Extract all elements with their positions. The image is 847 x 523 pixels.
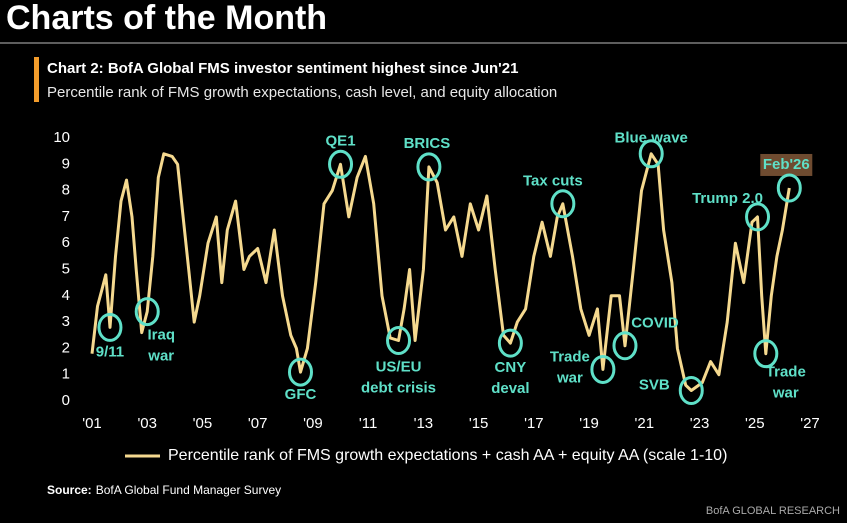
annotation-label: war [556,369,583,386]
annotation-label: COVID [631,315,679,332]
annotation-box [760,153,813,176]
y-tick-label: 2 [62,339,70,356]
chart-subtitle: Percentile rank of FMS growth expectatio… [47,84,557,101]
annotation-circle [97,312,123,342]
source: Source: BofA Global Fund Manager Survey [47,483,281,497]
annotation-circle [328,149,354,179]
annotation-label: QE1 [326,132,356,149]
annotation-circle [550,189,576,219]
annotation-label: Tax cuts [523,173,583,190]
annotation-circle [612,331,638,361]
x-tick-label: '23 [690,415,710,432]
x-tick-label: '01 [82,415,102,432]
annotation-circle [776,173,802,203]
annotation-label: Trump 2.0 [692,190,763,207]
annotation-circle [134,297,160,327]
annotation-label: Trade [766,364,806,381]
accent-bar [34,57,39,102]
x-tick-label: '03 [137,415,157,432]
y-tick-label: 5 [62,260,70,277]
source-label: Source: [47,483,92,497]
annotation-circle [753,339,779,369]
y-tick-label: 4 [62,287,70,304]
x-tick-label: '09 [303,415,323,432]
x-tick-label: '11 [359,415,377,432]
x-tick-label: '15 [469,415,489,432]
x-tick-label: '25 [745,415,765,432]
brand: BofA GLOBAL RESEARCH [706,505,840,517]
x-tick-label: '05 [193,415,213,432]
annotation-label: Trade [550,348,590,365]
y-tick-label: 1 [62,366,70,383]
annotation-circle [638,139,664,169]
x-tick-label: '21 [635,415,655,432]
annotation-label: debt crisis [361,379,436,396]
x-tick-label: '17 [524,415,544,432]
annotation-label: deval [491,380,529,397]
x-tick-label: '07 [248,415,268,432]
annotation-label: CNY [495,359,527,376]
annotation-label: GFC [285,386,317,403]
x-tick-label: '19 [579,415,599,432]
annotation-circle [497,328,523,358]
y-tick-label: 9 [62,155,70,172]
y-tick-label: 6 [62,234,70,251]
source-text: BofA Global Fund Manager Survey [96,483,281,497]
annotation-label: 9/11 [96,343,124,360]
annotation-label: war [147,348,174,365]
annotation-label: war [772,385,799,402]
y-tick-label: 8 [62,182,70,199]
chart-title: Chart 2: BofA Global FMS investor sentim… [47,60,518,77]
y-tick-label: 0 [62,392,70,409]
annotation-circle [287,357,313,387]
annotation-circle [745,202,771,232]
annotation-label: BRICS [404,135,451,152]
legend-label: Percentile rank of FMS growth expectatio… [168,447,727,464]
y-tick-label: 7 [62,208,70,225]
annotation-circle [386,326,412,356]
annotation-circle [678,375,704,405]
series-line [90,152,791,392]
x-tick-label: '27 [800,415,820,432]
page-title: Charts of the Month [6,0,327,37]
y-tick-label: 10 [53,129,70,146]
annotation-label: US/EU [376,358,422,375]
annotation-circle [416,152,442,182]
x-tick-label: '13 [414,415,434,432]
annotation-label: Feb'26 [763,156,810,173]
annotation-circle [590,354,616,384]
y-tick-label: 3 [62,313,70,330]
annotation-label: Blue wave [615,130,688,147]
annotation-label: Iraq [147,327,175,344]
annotation-label: SVB [639,376,670,393]
